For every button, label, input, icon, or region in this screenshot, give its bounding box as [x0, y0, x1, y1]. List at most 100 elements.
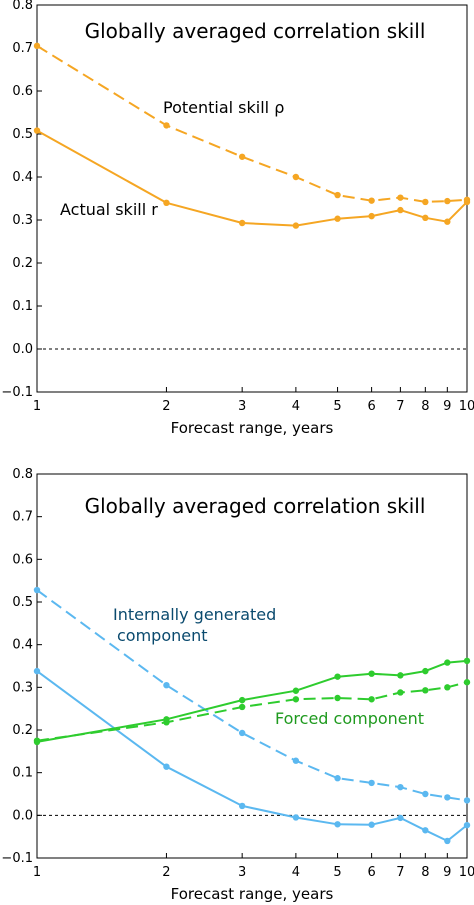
x-tick-label: 2: [162, 399, 170, 414]
y-tick-label: 0.3: [12, 213, 33, 228]
x-tick-label: 1: [33, 399, 41, 414]
x-tick-label: 2: [162, 865, 170, 880]
data-point: [463, 821, 471, 829]
data-point: [33, 586, 41, 594]
top-x-ticks: 1 2 3 4 5 6 7 8 9 10: [33, 387, 474, 414]
data-point: [292, 696, 300, 703]
data-point: [422, 827, 429, 834]
data-point: [334, 673, 341, 680]
y-tick-label: 0.8: [12, 0, 33, 13]
y-tick-label: 0.0: [12, 342, 33, 357]
x-tick-label: 7: [396, 865, 404, 880]
bottom-plot-frame: [36, 473, 468, 859]
data-point: [33, 42, 41, 50]
series-line-1: [36, 129, 468, 227]
y-tick-label: 0.1: [12, 299, 33, 314]
data-point: [292, 757, 300, 764]
top-y-ticks: −0.1 0.0 0.1 0.2 0.3 0.4 0.5 0.6 0.7 0.8: [1, 0, 42, 400]
data-point: [422, 214, 429, 222]
top-actual-skill-label: Actual skill r: [60, 200, 158, 219]
data-point: [397, 783, 404, 791]
x-tick-label: 8: [421, 865, 429, 880]
data-point: [368, 821, 375, 828]
data-point: [33, 127, 41, 134]
top-potential-skill-label: Potential skill ρ: [163, 98, 284, 117]
y-tick-label: −0.1: [1, 385, 33, 400]
data-point: [238, 802, 246, 810]
data-point: [368, 779, 375, 787]
y-tick-label: 0.2: [12, 723, 33, 738]
y-tick-label: −0.1: [1, 851, 33, 866]
data-point: [397, 194, 404, 201]
x-tick-label: 8: [421, 399, 429, 414]
forced-component-label: Forced component: [275, 709, 424, 728]
data-point: [463, 657, 471, 665]
data-point: [292, 687, 300, 694]
data-point: [368, 696, 375, 703]
data-point: [444, 659, 451, 666]
data-point: [444, 197, 451, 205]
data-point: [292, 814, 300, 821]
data-point: [334, 775, 341, 782]
y-tick-label: 0.4: [12, 638, 33, 653]
data-point: [444, 684, 451, 691]
data-point: [334, 191, 341, 199]
data-point: [422, 667, 429, 675]
bottom-chart-title: Globally averaged correlation skill: [85, 494, 426, 518]
y-tick-label: 0.7: [12, 510, 33, 525]
data-point: [163, 763, 170, 770]
y-tick-label: 0.5: [12, 595, 33, 610]
internal-component-label-line1: Internally generated: [113, 605, 276, 624]
x-tick-label: 9: [443, 399, 451, 414]
x-tick-label: 9: [443, 865, 451, 880]
x-tick-label: 7: [396, 399, 404, 414]
data-point: [334, 694, 341, 702]
data-point: [238, 219, 246, 227]
data-point: [422, 790, 429, 798]
top-series: [33, 42, 471, 229]
y-tick-label: 0.5: [12, 127, 33, 142]
data-point: [238, 153, 246, 160]
data-point: [163, 719, 170, 726]
data-point: [334, 821, 341, 828]
y-tick-label: 0.3: [12, 680, 33, 695]
data-point: [397, 672, 404, 679]
data-point: [463, 797, 471, 804]
y-tick-label: 0.0: [12, 808, 33, 823]
internal-component-label-line2: component: [117, 626, 208, 645]
y-tick-label: 0.6: [12, 84, 33, 99]
data-point: [397, 814, 404, 822]
data-point: [238, 703, 246, 711]
x-tick-label: 5: [333, 399, 341, 414]
bottom-y-ticks: −0.1 0.0 0.1 0.2 0.3 0.4 0.5 0.6 0.7 0.8: [1, 467, 42, 866]
x-tick-label: 1: [33, 865, 41, 880]
data-point: [463, 198, 471, 206]
y-tick-label: 0.6: [12, 552, 33, 567]
data-point: [397, 206, 404, 214]
x-tick-label: 10: [459, 399, 474, 414]
x-tick-label: 4: [292, 865, 300, 880]
series-line-0: [36, 45, 468, 203]
x-tick-label: 4: [292, 399, 300, 414]
data-point: [463, 679, 471, 686]
x-tick-label: 6: [367, 865, 375, 880]
data-point: [238, 696, 246, 704]
series-line-3: [36, 681, 468, 742]
data-point: [397, 689, 404, 696]
data-point: [368, 670, 375, 677]
bottom-x-ticks: 1 2 3 4 5 6 7 8 9 10: [33, 853, 474, 880]
y-tick-label: 0.1: [12, 766, 33, 781]
data-point: [422, 198, 429, 206]
y-tick-label: 0.8: [12, 467, 33, 482]
data-point: [163, 682, 170, 689]
series-line-1: [36, 670, 468, 842]
data-point: [334, 215, 341, 222]
series-line-2: [36, 659, 468, 743]
data-point: [163, 122, 170, 129]
top-chart-plot: Globally averaged correlation skill Fore…: [1, 0, 474, 437]
top-chart-title: Globally averaged correlation skill: [85, 19, 426, 43]
data-point: [292, 222, 300, 229]
data-point: [444, 837, 451, 845]
